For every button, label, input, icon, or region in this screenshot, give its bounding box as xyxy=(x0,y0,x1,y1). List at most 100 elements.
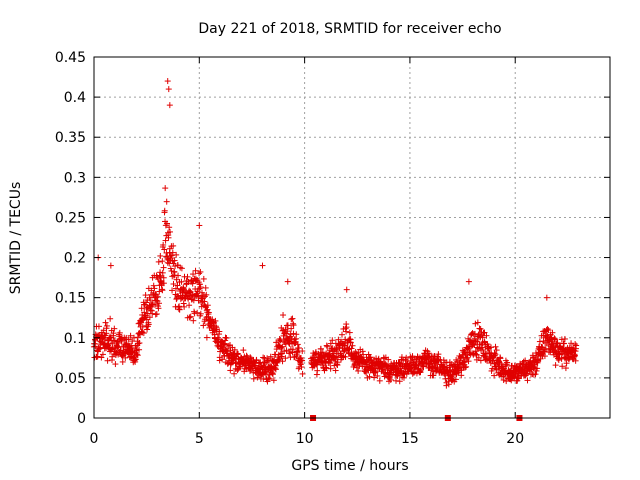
data-point xyxy=(160,280,167,287)
data-point xyxy=(403,354,410,361)
data-point xyxy=(170,281,177,288)
data-point xyxy=(173,251,180,258)
data-point xyxy=(202,284,209,291)
data-point xyxy=(99,351,106,358)
data-point xyxy=(176,306,183,313)
data-point xyxy=(172,263,179,270)
data-point xyxy=(452,376,459,383)
data-point xyxy=(343,324,350,331)
data-point xyxy=(127,332,134,339)
data-point xyxy=(293,331,300,338)
data-point xyxy=(289,346,296,353)
data-point xyxy=(396,359,403,366)
data-point xyxy=(342,353,349,360)
data-point xyxy=(162,237,169,244)
y-tick-label: 0.1 xyxy=(64,331,86,347)
data-point xyxy=(260,354,267,361)
data-point xyxy=(477,325,484,332)
data-point xyxy=(488,344,495,351)
data-point xyxy=(237,363,244,370)
data-point xyxy=(266,375,273,382)
data-point xyxy=(219,356,226,363)
data-point xyxy=(203,334,210,341)
data-point xyxy=(532,371,539,378)
data-point xyxy=(331,362,338,369)
data-point xyxy=(474,319,481,326)
data-point xyxy=(151,285,158,292)
data-point xyxy=(551,346,558,353)
data-point xyxy=(338,331,345,338)
data-point xyxy=(299,357,306,364)
data-point xyxy=(294,349,301,356)
data-point xyxy=(504,359,511,366)
data-point xyxy=(253,356,260,363)
data-point xyxy=(200,322,207,329)
x-tick-label: 15 xyxy=(401,431,419,447)
x-axis-label: GPS time / hours xyxy=(291,458,408,474)
data-point xyxy=(98,354,105,361)
data-point xyxy=(178,265,185,272)
data-point xyxy=(161,207,168,214)
data-point xyxy=(400,374,407,381)
data-point xyxy=(374,372,381,379)
data-point xyxy=(417,366,424,373)
data-point xyxy=(125,336,132,343)
data-point xyxy=(267,353,274,360)
data-point xyxy=(191,310,198,317)
data-point xyxy=(134,352,141,359)
x-tick-label: 0 xyxy=(90,431,99,447)
data-point xyxy=(158,286,165,293)
data-point xyxy=(265,374,272,381)
data-point xyxy=(205,309,212,316)
data-point xyxy=(146,314,153,321)
data-point xyxy=(425,350,432,357)
data-point xyxy=(157,252,164,259)
data-point xyxy=(299,348,306,355)
data-point xyxy=(139,323,146,330)
data-point xyxy=(559,363,566,370)
data-point xyxy=(204,302,211,309)
data-point xyxy=(102,319,109,326)
data-point xyxy=(169,249,176,256)
data-point xyxy=(163,198,170,205)
data-point xyxy=(107,315,114,322)
data-point xyxy=(276,335,283,342)
data-point xyxy=(129,338,136,345)
data-point xyxy=(103,322,110,329)
data-point xyxy=(227,367,234,374)
data-point xyxy=(545,327,552,334)
data-point xyxy=(396,378,403,385)
y-axis-label: SRMTID / TECUs xyxy=(8,182,24,295)
data-point xyxy=(135,340,142,347)
data-point xyxy=(186,302,193,309)
data-point xyxy=(247,354,254,361)
data-point xyxy=(159,287,166,294)
data-point xyxy=(280,312,287,319)
data-point xyxy=(385,356,392,363)
data-point xyxy=(322,364,329,371)
y-tick-label: 0.45 xyxy=(55,50,86,66)
data-point xyxy=(343,286,350,293)
data-point xyxy=(562,365,569,372)
y-tick-label: 0.25 xyxy=(55,210,86,226)
data-point xyxy=(166,228,173,235)
data-point xyxy=(465,358,472,365)
data-point xyxy=(533,367,540,374)
data-point xyxy=(552,362,559,369)
data-point xyxy=(155,305,162,312)
data-point xyxy=(534,365,541,372)
data-points xyxy=(90,78,580,389)
data-point xyxy=(375,355,382,362)
data-point xyxy=(134,351,141,358)
data-point xyxy=(153,297,160,304)
data-point xyxy=(491,372,498,379)
data-point xyxy=(289,315,296,322)
data-point xyxy=(180,286,187,293)
data-point xyxy=(170,242,177,249)
data-point xyxy=(371,374,378,381)
data-point xyxy=(196,270,203,277)
data-point xyxy=(290,322,297,329)
data-point xyxy=(568,340,575,347)
data-point xyxy=(500,377,507,384)
